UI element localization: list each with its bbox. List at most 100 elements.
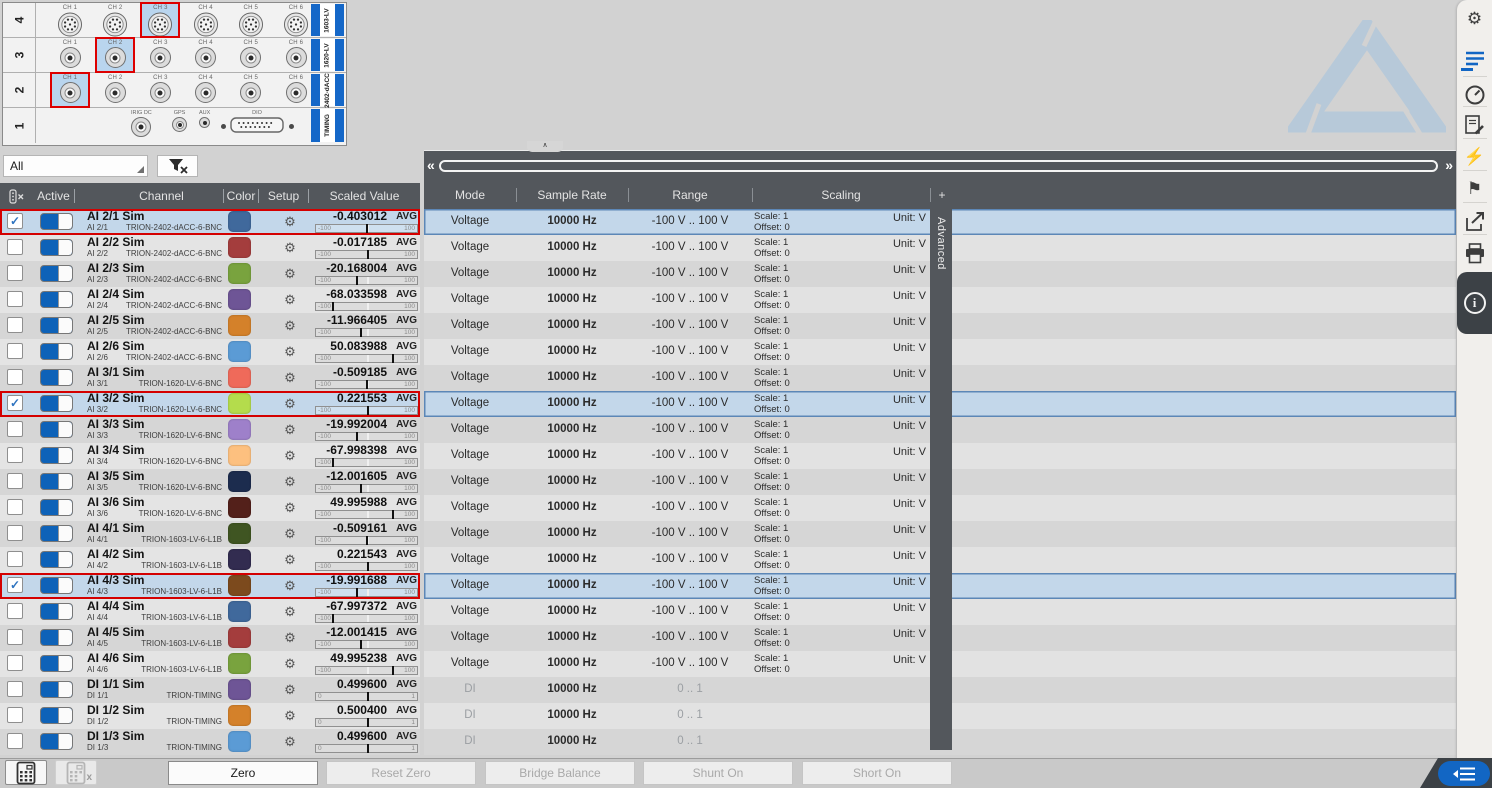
row-checkbox[interactable] [7,551,23,567]
active-toggle[interactable] [40,213,73,230]
channel-row-AI 3/1[interactable]: AI 3/1 Sim AI 3/1 TRION-1620-LV-6-BNC ⚙ -0.5… [0,365,420,391]
mode-cell[interactable]: Voltage [450,657,490,669]
active-toggle[interactable] [40,369,73,386]
connector-1603-LV-CH3[interactable]: CH 3 [140,2,181,38]
row-checkbox[interactable] [7,291,23,307]
active-toggle[interactable] [40,473,73,490]
sample-rate-cell[interactable]: 10000 Hz [547,319,597,331]
events-icon[interactable]: ⚑ [1457,174,1492,204]
sample-rate-cell[interactable]: 10000 Hz [547,527,597,539]
row-checkbox[interactable] [7,499,23,515]
row-checkbox[interactable] [7,525,23,541]
channel-color-swatch[interactable] [228,263,251,284]
scroll-left-icon[interactable]: « [427,157,435,173]
mode-cell[interactable]: Voltage [450,293,490,305]
channel-row-AI 3/4[interactable]: AI 3/4 Sim AI 3/4 TRION-1620-LV-6-BNC ⚙ -67.… [0,443,420,469]
channel-setup-gear-icon[interactable]: ⚙ [284,604,296,619]
scaling-cell[interactable]: Scale: 1 Offset: 0 [754,601,790,623]
channel-row-AI 2/4[interactable]: AI 2/4 Sim AI 2/4 TRION-2402-dACC-6-BNC ⚙ -6… [0,287,420,313]
sample-rate-cell[interactable]: 10000 Hz [547,241,597,253]
channel-setup-gear-icon[interactable]: ⚙ [284,682,296,697]
connector-2402-dACC-CH2[interactable]: CH 2 [96,73,134,107]
range-cell[interactable]: -100 V .. 100 V [651,657,729,669]
print-icon[interactable] [1457,238,1492,268]
channel-list-icon[interactable] [1457,46,1492,76]
filter-button[interactable] [157,155,198,177]
row-checkbox[interactable]: ✓ [7,395,23,411]
range-cell[interactable]: -100 V .. 100 V [651,501,729,513]
connector-1620-LV-CH1[interactable]: CH 1 [51,38,89,72]
row-checkbox[interactable] [7,447,23,463]
channel-setup-gear-icon[interactable]: ⚙ [284,214,296,229]
sample-rate-cell[interactable]: 10000 Hz [547,267,597,279]
collapse-panel-tab[interactable]: ∧ [527,141,563,152]
channel-row-AI 2/5[interactable]: AI 2/5 Sim AI 2/5 TRION-2402-dACC-6-BNC ⚙ -1… [0,313,420,339]
active-toggle[interactable] [40,551,73,568]
channel-setup-gear-icon[interactable]: ⚙ [284,578,296,593]
scaling-cell[interactable]: Scale: 1 Offset: 0 [754,289,790,311]
sample-rate-cell[interactable]: 10000 Hz [547,735,597,747]
connector-2402-dACC-CH6[interactable]: CH 6 [277,73,315,107]
channel-color-swatch[interactable] [228,289,251,310]
row-checkbox[interactable] [7,265,23,281]
add-column-button[interactable]: + [938,187,946,202]
scaling-cell[interactable]: Scale: 1 Offset: 0 [754,237,790,259]
active-toggle[interactable] [40,265,73,282]
row-checkbox[interactable] [7,421,23,437]
row-checkbox[interactable] [7,733,23,749]
sample-rate-cell[interactable]: 10000 Hz [547,605,597,617]
mode-cell[interactable]: Voltage [450,475,490,487]
channel-color-swatch[interactable] [228,705,251,726]
range-cell[interactable]: -100 V .. 100 V [651,215,729,227]
row-checkbox[interactable]: ✓ [7,577,23,593]
gps-connector[interactable]: GPS [172,109,187,132]
connector-1603-LV-CH5[interactable]: CH 5 [232,3,270,37]
export-icon[interactable] [1457,206,1492,236]
scaling-cell[interactable]: Scale: 1 Offset: 0 [754,263,790,285]
scroll-right-icon[interactable]: » [1445,157,1453,173]
scaling-cell[interactable]: Scale: 1 Offset: 0 [754,367,790,389]
channel-color-swatch[interactable] [228,393,251,414]
sample-rate-cell[interactable]: 10000 Hz [547,683,597,695]
channel-setup-gear-icon[interactable]: ⚙ [284,396,296,411]
scaling-cell[interactable]: Scale: 1 Offset: 0 [754,315,790,337]
active-toggle[interactable] [40,603,73,620]
channel-color-swatch[interactable] [228,575,251,596]
mode-cell[interactable]: DI [464,683,476,695]
system-info-icon[interactable]: i [1457,272,1492,334]
channel-setup-gear-icon[interactable]: ⚙ [284,552,296,567]
range-cell[interactable]: -100 V .. 100 V [651,293,729,305]
active-toggle[interactable] [40,733,73,750]
connector-1603-LV-CH4[interactable]: CH 4 [187,3,225,37]
channel-row-DI 1/1[interactable]: DI 1/1 Sim DI 1/1 TRION-TIMING ⚙ 0.499600 AVG… [0,677,420,703]
connector-1620-LV-CH3[interactable]: CH 3 [141,38,179,72]
sample-rate-cell[interactable]: 10000 Hz [547,371,597,383]
sample-rate-cell[interactable]: 10000 Hz [547,449,597,461]
channel-setup-gear-icon[interactable]: ⚙ [284,526,296,541]
mode-cell[interactable]: Voltage [450,371,490,383]
scaling-cell[interactable]: Scale: 1 Offset: 0 [754,653,790,675]
mode-cell[interactable]: Voltage [450,241,490,253]
range-cell[interactable]: -100 V .. 100 V [651,267,729,279]
channel-setup-gear-icon[interactable]: ⚙ [284,656,296,671]
scaling-cell[interactable]: Scale: 1 Offset: 0 [754,523,790,545]
active-toggle[interactable] [40,395,73,412]
range-cell[interactable]: -100 V .. 100 V [651,527,729,539]
mode-cell[interactable]: Voltage [450,319,490,331]
connector-1603-LV-CH1[interactable]: CH 1 [51,3,89,37]
sample-rate-cell[interactable]: 10000 Hz [547,709,597,721]
connector-1603-LV-CH2[interactable]: CH 2 [96,3,134,37]
channel-row-AI 2/6[interactable]: AI 2/6 Sim AI 2/6 TRION-2402-dACC-6-BNC ⚙ 50… [0,339,420,365]
mode-cell[interactable]: Voltage [450,345,490,357]
channel-row-AI 4/5[interactable]: AI 4/5 Sim AI 4/5 TRION-1603-LV-6-L1B ⚙ -12.… [0,625,420,651]
connector-2402-dACC-CH5[interactable]: CH 5 [232,73,270,107]
channel-setup-gear-icon[interactable]: ⚙ [284,266,296,281]
channel-setup-gear-icon[interactable]: ⚙ [284,734,296,749]
sample-rate-cell[interactable]: 10000 Hz [547,631,597,643]
range-cell[interactable]: -100 V .. 100 V [651,631,729,643]
range-cell[interactable]: -100 V .. 100 V [651,319,729,331]
channel-setup-gear-icon[interactable]: ⚙ [284,500,296,515]
row-checkbox[interactable] [7,681,23,697]
mode-cell[interactable]: Voltage [450,527,490,539]
active-toggle[interactable] [40,421,73,438]
